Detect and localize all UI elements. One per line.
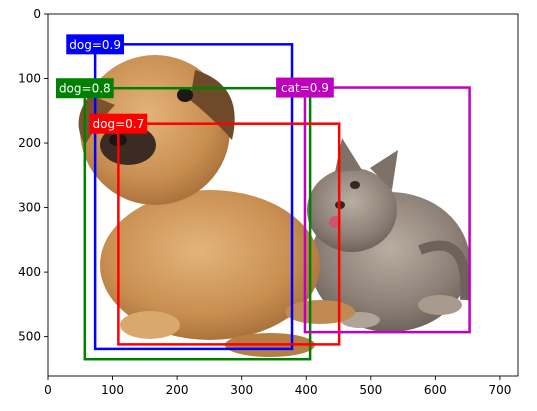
detection-box: [303, 86, 471, 334]
y-tick-label: 200: [18, 136, 41, 150]
detection-label-text: cat=0.9: [281, 81, 329, 95]
detection-label-text: dog=0.7: [93, 117, 145, 131]
y-tick-label: 0: [33, 7, 41, 21]
x-tick-label: 400: [295, 383, 318, 397]
detection-label: dog=0.9: [66, 34, 124, 55]
y-tick-label: 400: [18, 265, 41, 279]
axes-frame: [47, 13, 519, 377]
kitten: [307, 138, 471, 332]
detection-label-bg: [55, 78, 114, 99]
detection-label-text: dog=0.9: [69, 38, 121, 52]
y-tick-label: 500: [18, 330, 41, 344]
detection-box: [93, 43, 294, 351]
y-tick-label: 100: [18, 72, 41, 86]
detection-box: [117, 122, 341, 346]
detection-label-bg: [89, 113, 148, 134]
y-axis-ticks: 0 100 200 300 400 500: [18, 7, 48, 344]
x-tick-label: 700: [488, 383, 511, 397]
detection-label-text: dog=0.8: [59, 82, 111, 96]
x-tick-label: 100: [101, 383, 124, 397]
detection-label-bg: [66, 34, 124, 55]
x-tick-label: 0: [44, 383, 52, 397]
x-tick-label: 600: [424, 383, 447, 397]
detection-label: cat=0.9: [276, 77, 334, 98]
detection-label: dog=0.8: [55, 78, 114, 99]
detection-label: dog=0.7: [89, 113, 148, 134]
x-tick-label: 200: [166, 383, 189, 397]
detection-box: [83, 86, 312, 361]
x-tick-label: 300: [230, 383, 253, 397]
x-tick-label: 500: [359, 383, 382, 397]
x-axis-ticks: 0 100 200 300 400 500 600 700: [44, 376, 511, 397]
detection-boxes: dog=0.9 dog=0.8 dog=0.7 cat=0.9: [55, 34, 471, 361]
detection-label-bg: [276, 77, 334, 98]
y-tick-label: 300: [18, 201, 41, 215]
